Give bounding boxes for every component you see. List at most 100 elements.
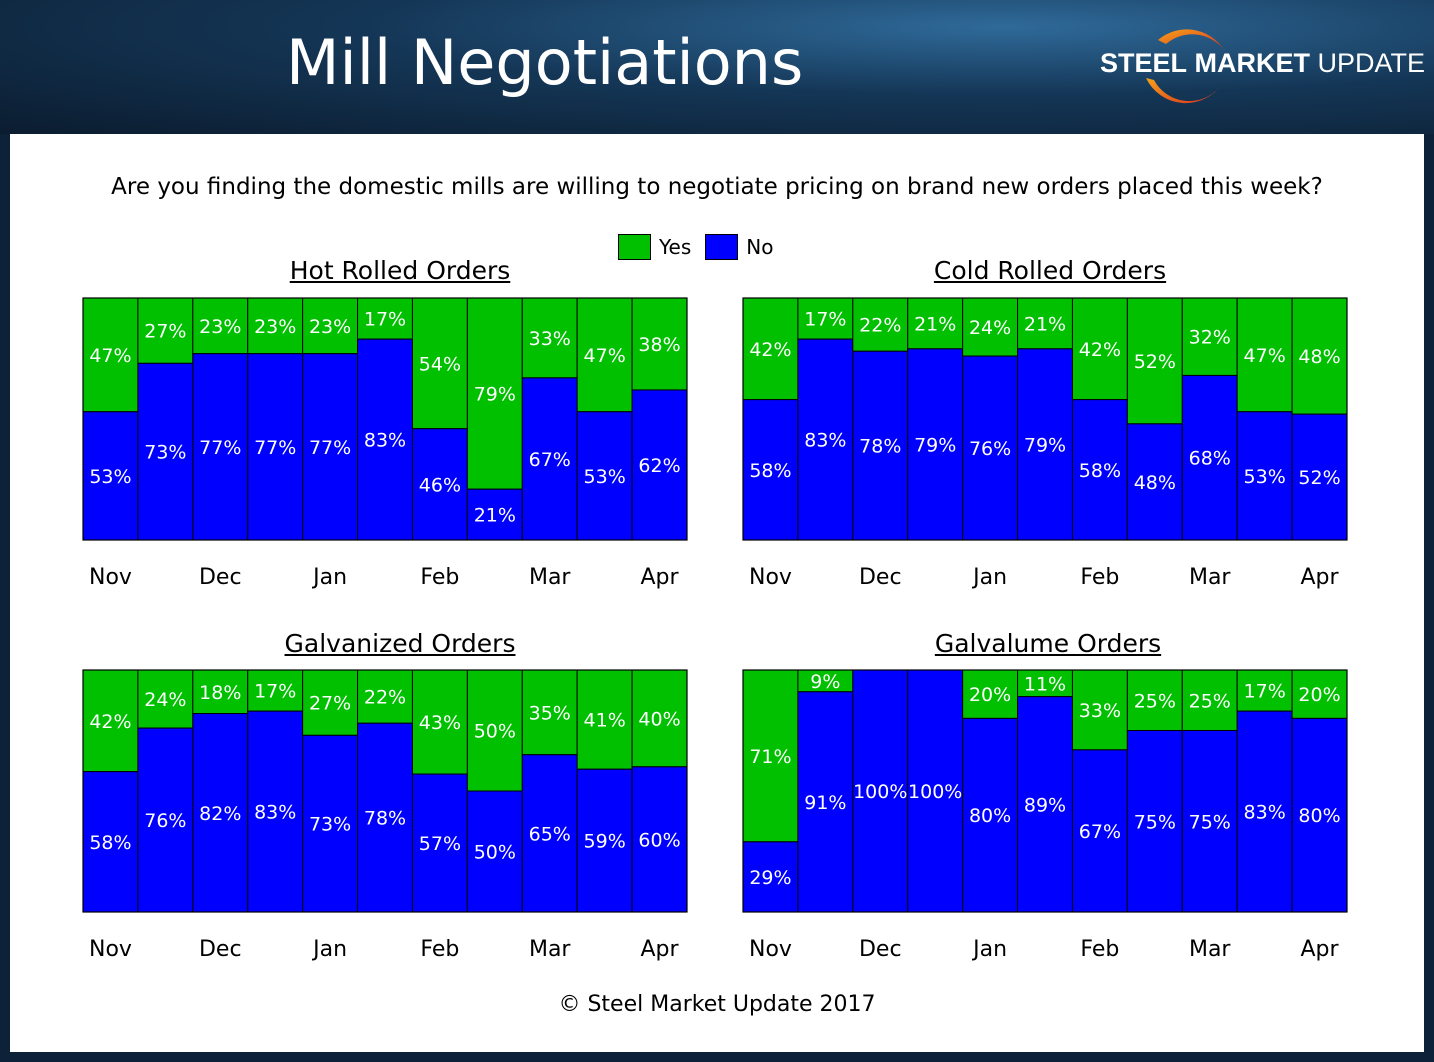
galvalume-orders-no-bar-8 [1181,730,1238,913]
galvanized-orders-xtick-jan: Jan [311,937,347,962]
hot-rolled-orders-yes-label-2: 23% [199,316,241,338]
cold-rolled-orders-no-label-6: 58% [1079,460,1121,482]
galvanized-orders-no-label-8: 65% [529,823,571,845]
galvanized-orders-xtick-apr: Apr [641,937,680,962]
galvanized-orders-yes-bar-5 [357,669,413,724]
cold-rolled-orders-plot-border [742,297,1348,541]
hot-rolled-orders-no-bar-4 [302,353,359,541]
galvanized-orders-no-bar-0 [82,771,139,913]
legend: Yes No [618,230,788,264]
logo: STEEL MARKET UPDATE [1100,14,1430,114]
cold-rolled-orders-no-label-10: 52% [1298,467,1340,489]
galvanized-orders-yes-label-9: 41% [584,710,626,732]
cold-rolled-orders-no-bar-1 [797,338,854,541]
galvalume-orders-no-label-3: 100% [908,781,962,803]
content-panel: Are you finding the domestic mills are w… [10,134,1424,1052]
cold-rolled-orders-yes-bar-6 [1071,297,1128,401]
hot-rolled-orders-yes-label-10: 38% [638,334,680,356]
galvalume-orders-yes-bar-9 [1236,669,1293,712]
hot-rolled-orders-no-bar-5 [357,338,413,541]
hot-rolled-orders-xtick-nov: Nov [89,565,132,590]
hot-rolled-orders-no-bar-10 [631,389,688,541]
cold-rolled-orders-yes-label-8: 32% [1189,327,1231,349]
hot-rolled-orders-no-label-8: 67% [529,449,571,471]
cold-rolled-orders-no-bar-3 [907,348,964,541]
hot-rolled-orders-no-label-7: 21% [474,505,516,527]
cold-rolled-orders-yes-bar-9 [1236,297,1293,413]
hot-rolled-orders-no-bar-1 [137,362,194,541]
galvanized-orders-yes-label-10: 40% [638,708,680,730]
cold-rolled-orders-yes-label-4: 24% [969,317,1011,339]
galvanized-orders-plot-border [82,669,688,913]
cold-rolled-orders-xtick-mar: Mar [1189,565,1231,590]
chart-galvalume: 71% 29% 9% 91% 100% 100% 20% 80% 11% 89% 33% 67% 25%… [742,669,1348,962]
cold-rolled-orders-no-label-3: 79% [914,434,956,456]
cold-rolled-orders-no-bar-10 [1291,413,1348,541]
legend-no-swatch [705,234,739,260]
galvalume-orders-no-label-10: 80% [1298,805,1340,827]
cold-rolled-orders-xtick-jan: Jan [971,565,1007,590]
galvanized-orders-no-bar-7 [466,790,523,913]
galvalume-orders-yes-label-0: 71% [749,746,791,768]
hot-rolled-orders-no-label-10: 62% [638,455,680,477]
galvalume-orders-no-bar-0 [742,841,799,913]
hot-rolled-orders-xtick-feb: Feb [420,565,459,590]
hot-rolled-orders-yes-label-3: 23% [254,316,296,338]
hot-rolled-orders-no-bar-6 [411,428,468,541]
galvanized-orders-no-label-10: 60% [638,829,680,851]
galvalume-orders-xtick-feb: Feb [1080,937,1119,962]
chart-galvanized: 42% 58% 24% 76% 18% 82% 17% 83% 27% 73% 22% 78% 43% 5… [82,669,688,962]
galvalume-orders-no-bar-4 [962,717,1019,913]
galvalume-orders-yes-label-5: 11% [1024,673,1066,695]
galvalume-orders-yes-label-6: 33% [1079,700,1121,722]
hot-rolled-orders-no-bar-2 [192,353,249,541]
legend-yes-label: Yes [659,235,692,259]
cold-rolled-orders-no-label-7: 48% [1134,472,1176,494]
hot-rolled-orders-plot-border [82,297,688,541]
galvanized-orders-yes-label-3: 17% [254,681,296,703]
galvanized-orders-yes-label-5: 22% [364,687,406,709]
hot-rolled-orders-no-bar-8 [521,377,578,541]
page-title: Mill Negotiations [286,26,804,99]
cold-rolled-orders-no-label-1: 83% [804,430,846,452]
hot-rolled-orders-xtick-mar: Mar [529,565,571,590]
galvanized-orders-no-bar-1 [137,727,194,913]
chart-cold-rolled: 42% 58% 17% 83% 22% 78% 21% 79% 24% 76% 21% 79% 42% 5… [742,297,1348,590]
galvalume-orders-xtick-apr: Apr [1301,937,1340,962]
hot-rolled-orders-no-label-6: 46% [419,474,461,496]
galvalume-orders-no-label-5: 89% [1024,794,1066,816]
hot-rolled-orders-no-bar-3 [247,353,304,541]
hot-rolled-orders-xtick-jan: Jan [311,565,347,590]
galvanized-orders-no-bar-4 [302,734,359,913]
hot-rolled-orders-yes-label-4: 23% [309,316,351,338]
galvalume-orders-yes-label-10: 20% [1298,684,1340,706]
galvanized-orders-yes-bar-9 [576,669,633,770]
galvalume-orders-xtick-nov: Nov [749,937,792,962]
hot-rolled-orders-yes-bar-10 [631,297,688,391]
cold-rolled-orders-no-label-5: 79% [1024,434,1066,456]
galvanized-orders-no-label-4: 73% [309,814,351,836]
galvalume-orders-xtick-dec: Dec [859,937,902,962]
cold-rolled-orders-yes-label-9: 47% [1244,345,1286,367]
galvanized-orders-yes-bar-10 [631,669,688,768]
galvanized-orders-yes-bar-7 [466,669,523,792]
galvanized-orders-xtick-mar: Mar [529,937,571,962]
hot-rolled-orders-yes-label-9: 47% [584,345,626,367]
hot-rolled-orders-no-bar-9 [576,411,633,541]
galvanized-orders-xtick-dec: Dec [199,937,242,962]
galvalume-orders-yes-label-7: 25% [1134,690,1176,712]
galvanized-orders-xtick-feb: Feb [420,937,459,962]
cold-rolled-orders-no-bar-7 [1126,423,1183,541]
galvalume-orders-yes-bar-6 [1071,669,1128,751]
hot-rolled-orders-no-label-2: 77% [199,437,241,459]
galvanized-orders-yes-label-2: 18% [199,682,241,704]
chart-title-galvanized: Galvanized Orders [284,629,516,658]
cold-rolled-orders-yes-label-6: 42% [1079,339,1121,361]
legend-yes-swatch [618,234,651,260]
logo-swoosh-icon [1146,29,1224,104]
galvalume-orders-yes-label-8: 25% [1189,690,1231,712]
galvalume-orders-no-bar-5 [1017,696,1073,913]
galvalume-orders-plot-border [742,669,1348,913]
galvalume-orders-no-label-2: 100% [853,781,907,803]
galvanized-orders-no-label-9: 59% [584,831,626,853]
